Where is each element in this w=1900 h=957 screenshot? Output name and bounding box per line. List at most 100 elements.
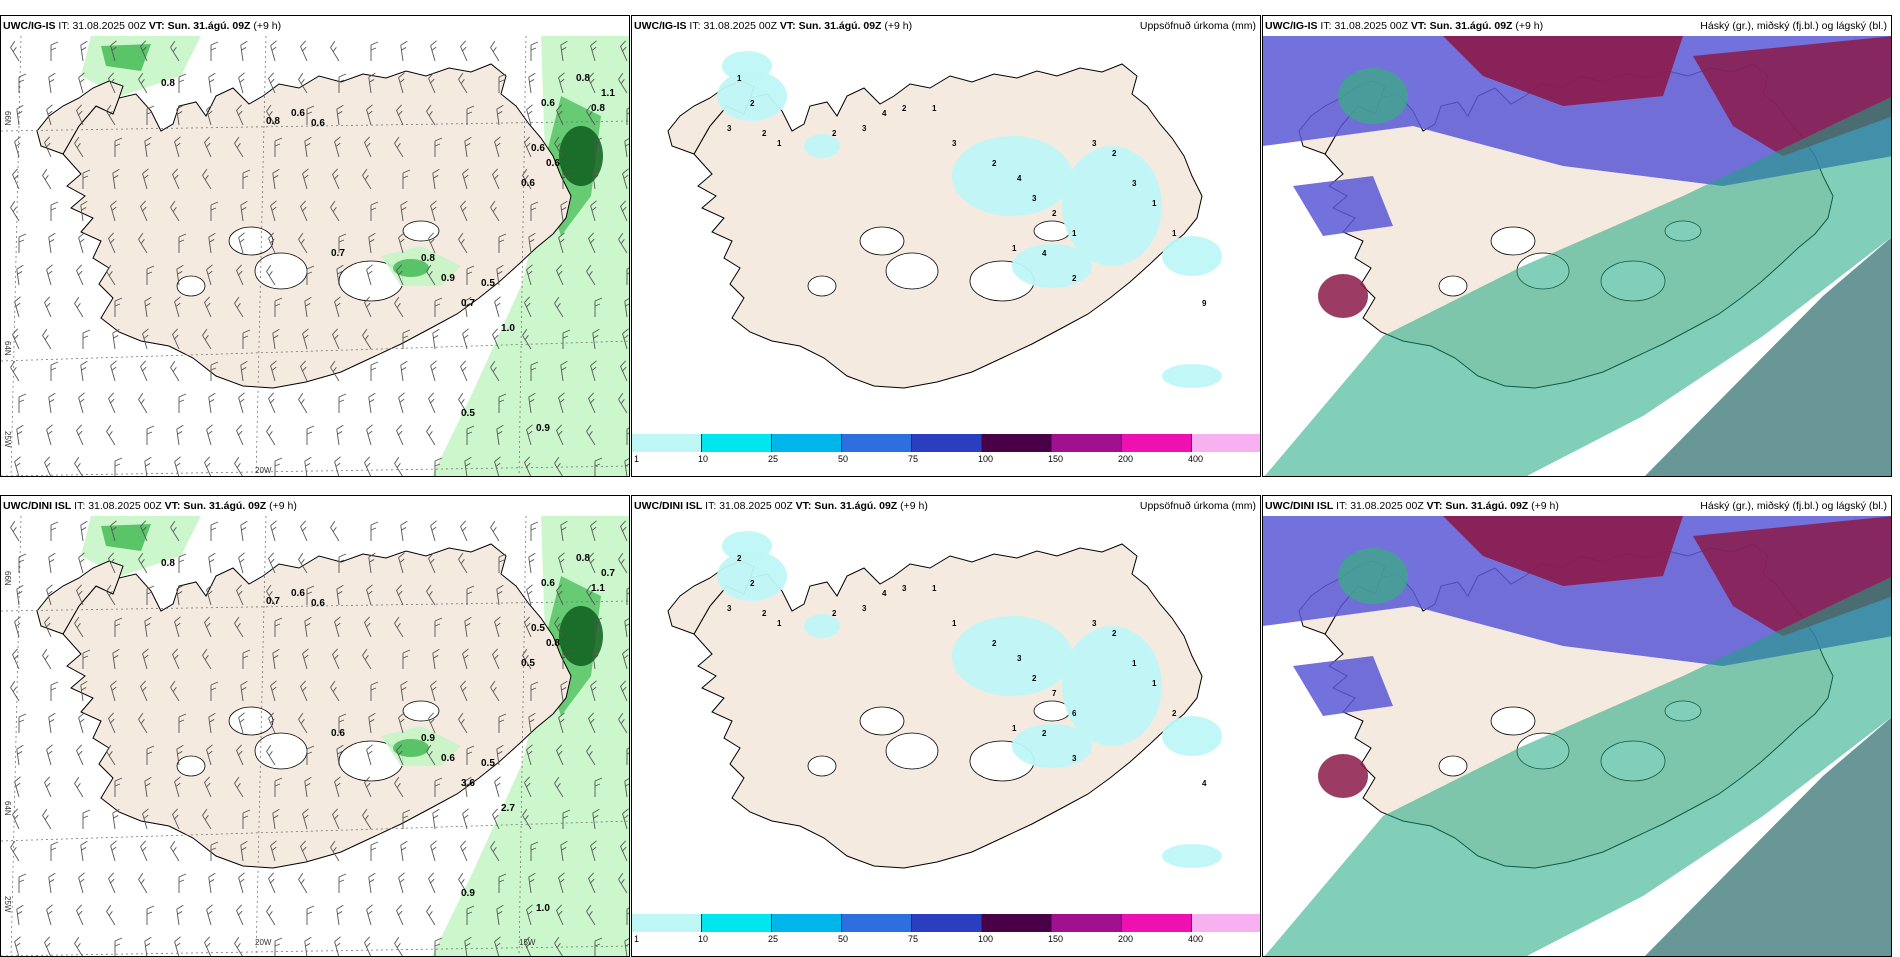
precip-value-label: 4 xyxy=(882,589,887,598)
lon-label-15: 15W xyxy=(519,938,536,947)
wind-precip-value-label: 0.6 xyxy=(311,118,325,129)
wind-precip-value-label: 0.6 xyxy=(546,158,560,169)
lon-label-25: 25W xyxy=(3,431,12,448)
wind-precip-value-label: 0.8 xyxy=(266,116,280,127)
init-time: 31.08.2025 00Z xyxy=(1350,500,1424,512)
wind-precip-value-label: 0.8 xyxy=(421,253,435,264)
precip-value-label: 2 xyxy=(992,639,997,648)
panel-header: UWC/IG-IS IT: 31.08.2025 00Z VT: Sun. 31… xyxy=(1,16,629,36)
wind-map: 0.80.60.60.70.50.80.6 0.90.6 0.50.91.00.60… xyxy=(1,516,629,956)
wind-precip-value-label: 0.6 xyxy=(531,143,545,154)
precip-colorbar: 1 10 25 50 75 100 150 200 400 xyxy=(632,914,1260,956)
init-time: 31.08.2025 00Z xyxy=(88,500,162,512)
colorbar-swatch xyxy=(632,434,702,452)
lead-time: (+9 h) xyxy=(884,20,913,32)
model-name: UWC/DINI ISL xyxy=(3,500,72,512)
colorbar-tick-label: 100 xyxy=(978,934,994,944)
colorbar-swatch xyxy=(912,914,982,932)
wind-precip-value-label: 0.9 xyxy=(421,733,435,744)
init-label: IT: xyxy=(705,500,717,512)
precip-value-label: 4 xyxy=(1042,249,1047,258)
wind-precip-value-label: 0.5 xyxy=(521,658,535,669)
colorbar-swatch xyxy=(702,914,772,932)
wind-precip-value-label: 0.8 xyxy=(161,78,175,89)
wind-precip-value-label: 0.5 xyxy=(531,623,545,634)
precip-value-label: 2 xyxy=(762,129,767,138)
colorbar-tick-label: 10 xyxy=(698,454,709,464)
colorbar-tick-label: 400 xyxy=(1188,454,1204,464)
wind-map: 0.80.60.60.80.60.60.7 0.80.9 0.50.50.90.60… xyxy=(1,36,629,476)
init-label: IT: xyxy=(689,20,701,32)
colorbar-swatch xyxy=(912,434,982,452)
precip-value-label: 3 xyxy=(1132,179,1137,188)
lead-time: (+9 h) xyxy=(900,500,928,512)
precip-value-label: 3 xyxy=(727,124,732,133)
lat-label-64: 64N xyxy=(3,341,12,356)
precip-value-label: 1 xyxy=(1172,229,1177,238)
precip-panel-row2: UWC/DINI ISL IT: 31.08.2025 00Z VT: Sun.… xyxy=(631,495,1261,957)
wind-precip-value-label: 0.6 xyxy=(541,98,555,109)
lon-label-25: 25W xyxy=(3,896,12,913)
panel-header: UWC/DINI ISL IT: 31.08.2025 00Z VT: Sun.… xyxy=(632,496,1260,516)
colorbar-tick-label: 400 xyxy=(1188,934,1204,944)
wind-precip-value-label: 0.5 xyxy=(461,408,475,419)
precip-map: 1 2 3 2 1 2 3 4 2 1 3 2 4 3 2 1 3 2 3 1 1 9 4 2 1 xyxy=(667,51,1222,389)
precip-title: Uppsöfnuð úrkoma (mm) xyxy=(1139,500,1256,512)
valid-time: Sun. 31.ágú. 09Z xyxy=(814,500,898,512)
cloud-title: Háský (gr.), miðský (fj.bl.) og lágský (… xyxy=(1700,20,1887,32)
wind-precip-value-label: 0.8 xyxy=(576,553,590,564)
precip-value-label: 2 xyxy=(762,609,767,618)
precip-value-label: 1 xyxy=(737,74,742,83)
cloud-map xyxy=(1263,36,1891,476)
precip-value-label: 6 xyxy=(1072,709,1077,718)
precip-value-label: 4 xyxy=(882,109,887,118)
valid-time: Sun. 31.ágú. 09Z xyxy=(167,20,251,32)
colorbar-swatch xyxy=(1192,434,1260,452)
precip-value-label: 1 xyxy=(1152,199,1157,208)
wind-precip-value-label: 1.0 xyxy=(536,903,550,914)
wind-precip-value-label: 0.8 xyxy=(546,638,560,649)
colorbar-tick-label: 200 xyxy=(1118,934,1134,944)
cloud-title: Háský (gr.), miðský (fj.bl.) og lágský (… xyxy=(1700,500,1887,512)
precip-value-label: 3 xyxy=(952,139,957,148)
valid-time: Sun. 31.ágú. 09Z xyxy=(1429,20,1513,32)
wind-precip-value-label: 0.6 xyxy=(521,178,535,189)
precip-value-label: 1 xyxy=(1152,679,1157,688)
wind-precip-panel-row2: UWC/DINI ISL IT: 31.08.2025 00Z VT: Sun.… xyxy=(0,495,630,957)
init-label: IT: xyxy=(58,20,70,32)
colorbar-swatch xyxy=(772,914,842,932)
wind-precip-value-label: 0.7 xyxy=(601,568,615,579)
colorbar-tick-label: 1 xyxy=(634,934,640,944)
init-label: IT: xyxy=(74,500,86,512)
precip-value-label: 1 xyxy=(1012,244,1017,253)
colorbar-swatch xyxy=(982,434,1052,452)
precip-value-label: 1 xyxy=(777,619,782,628)
wind-precip-value-label: 0.7 xyxy=(266,596,280,607)
colorbar-swatch xyxy=(1122,434,1192,452)
init-time: 31.08.2025 00Z xyxy=(703,20,777,32)
colorbar-swatch xyxy=(842,434,912,452)
precip-panel-row1: UWC/IG-IS IT: 31.08.2025 00Z VT: Sun. 31… xyxy=(631,15,1261,477)
precip-map: 2 2 3 2 1 2 3 4 3 1 1 2 3 2 7 6 3 2 1 1 2 4 2 3 1 xyxy=(667,531,1222,869)
valid-label: VT: xyxy=(1426,500,1443,512)
lead-time: (+9 h) xyxy=(1515,20,1544,32)
init-time: 31.08.2025 00Z xyxy=(719,500,793,512)
precip-value-label: 2 xyxy=(1052,209,1057,218)
valid-time: Sun. 31.ágú. 09Z xyxy=(183,500,267,512)
precip-colorbar: 1 10 25 50 75 100 150 200 400 xyxy=(632,434,1260,476)
wind-precip-value-label: 1.1 xyxy=(591,583,605,594)
wind-precip-value-label: 0.6 xyxy=(331,728,345,739)
precip-value-label: 7 xyxy=(1052,689,1057,698)
colorbar-tick-label: 150 xyxy=(1048,934,1064,944)
lead-time: (+9 h) xyxy=(253,20,282,32)
colorbar-tick-label: 150 xyxy=(1048,454,1064,464)
wind-precip-value-label: 0.8 xyxy=(576,73,590,84)
colorbar-swatch xyxy=(1052,914,1122,932)
valid-time: Sun. 31.ágú. 09Z xyxy=(1445,500,1529,512)
precip-value-label: 1 xyxy=(1012,724,1017,733)
model-name: UWC/IG-IS xyxy=(1265,20,1318,32)
precip-title: Uppsöfnuð úrkoma (mm) xyxy=(1139,20,1256,32)
colorbar-swatch xyxy=(1122,914,1192,932)
valid-label: VT: xyxy=(795,500,812,512)
precip-value-label: 4 xyxy=(1017,174,1022,183)
